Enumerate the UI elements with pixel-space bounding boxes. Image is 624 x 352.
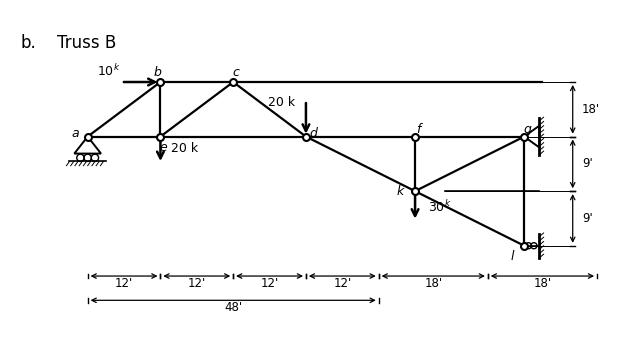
Text: 9': 9' [582, 212, 593, 225]
Text: e: e [160, 141, 167, 154]
Text: 18': 18' [582, 103, 600, 116]
Text: 12': 12' [260, 277, 279, 290]
Text: k: k [396, 185, 404, 198]
Text: 20 k: 20 k [171, 142, 198, 155]
Text: a: a [72, 127, 79, 140]
Text: l: l [510, 250, 514, 263]
Text: c: c [233, 67, 240, 80]
Text: 9': 9' [582, 157, 593, 170]
Text: b.: b. [21, 33, 37, 52]
Text: $10^k$: $10^k$ [97, 63, 120, 79]
Text: b: b [154, 67, 162, 80]
Text: f: f [416, 123, 421, 136]
Text: Truss B: Truss B [57, 33, 117, 52]
Text: d: d [310, 127, 317, 140]
Text: 12': 12' [188, 277, 206, 290]
Text: 18': 18' [534, 277, 552, 290]
Text: $30^k$: $30^k$ [427, 200, 451, 215]
Text: 20 k: 20 k [268, 96, 295, 109]
Text: g: g [524, 123, 531, 136]
Text: 18': 18' [424, 277, 442, 290]
Text: 48': 48' [224, 301, 242, 314]
Text: 12': 12' [333, 277, 351, 290]
Text: 12': 12' [115, 277, 133, 290]
